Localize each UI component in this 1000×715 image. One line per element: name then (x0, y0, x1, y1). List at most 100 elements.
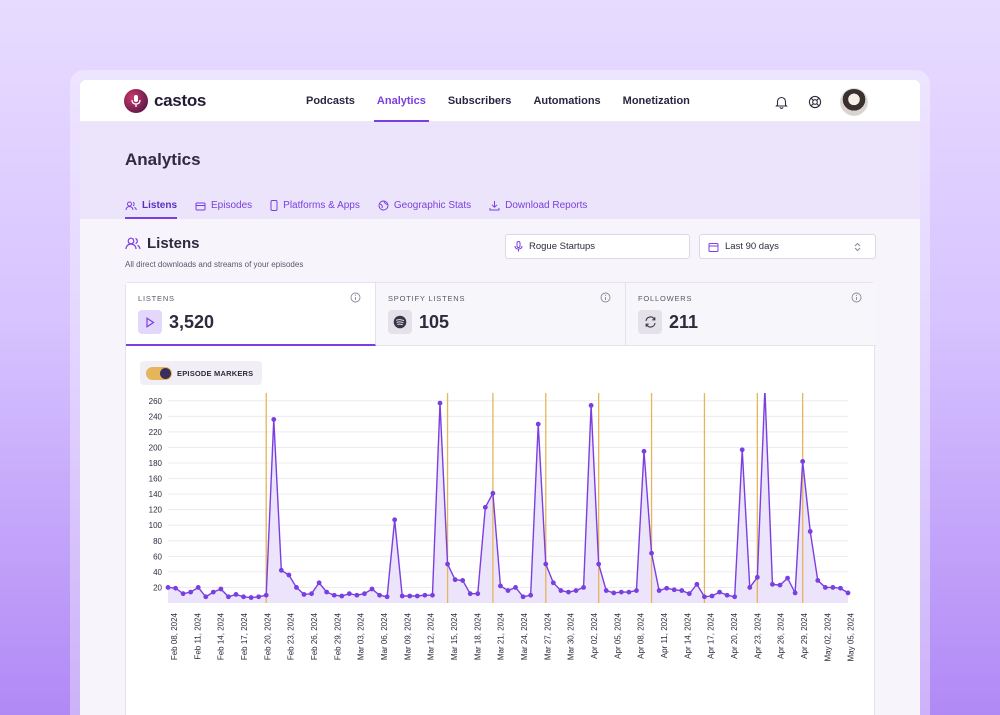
data-point (543, 561, 549, 567)
data-point (807, 529, 813, 534)
section-subtitle: All direct downloads and streams of your… (125, 260, 304, 269)
page-header: Analytics Listens Episodes Platforms & A… (80, 122, 920, 219)
spotify-icon (388, 310, 412, 334)
x-tick-label: Feb 23, 2024 (287, 612, 296, 660)
data-point (392, 517, 398, 523)
data-point (679, 588, 685, 593)
data-point (294, 585, 299, 590)
data-point (520, 594, 526, 600)
stat-label: LISTENS (138, 294, 175, 303)
data-point (634, 588, 639, 593)
tab-download-reports[interactable]: Download Reports (489, 192, 587, 219)
data-point (785, 575, 790, 581)
data-point (241, 594, 246, 600)
data-point (822, 585, 828, 590)
data-point (641, 448, 647, 454)
stat-listens[interactable]: LISTENS 3,520 (126, 283, 376, 346)
data-point (505, 588, 511, 593)
x-tick-label: Apr 08, 2024 (637, 612, 646, 658)
data-point (618, 589, 624, 595)
data-point (263, 592, 269, 598)
stat-label: FOLLOWERS (638, 294, 693, 303)
x-tick-label: Mar 09, 2024 (403, 612, 412, 660)
chevron-updown-icon (854, 242, 861, 252)
data-point (422, 592, 428, 598)
stat-value: 3,520 (169, 312, 215, 332)
tab-label: Listens (142, 200, 178, 211)
stat-followers[interactable]: FOLLOWERS 211 (626, 283, 876, 346)
data-point (460, 578, 466, 583)
x-tick-label: Mar 12, 2024 (427, 612, 436, 660)
phone-icon (270, 200, 278, 211)
data-point (656, 588, 662, 593)
data-point (777, 582, 783, 588)
y-tick-label: 20 (153, 583, 162, 592)
x-tick-label: Apr 02, 2024 (590, 612, 599, 658)
data-point (588, 403, 594, 408)
y-tick-label: 260 (149, 397, 163, 406)
nav-item-automations[interactable]: Automations (533, 95, 601, 107)
data-point (566, 589, 571, 595)
date-range-value: Last 90 days (725, 241, 779, 252)
play-icon (138, 310, 162, 334)
episode-markers-toggle[interactable]: EPISODE MARKERS (140, 361, 262, 385)
podcast-select[interactable]: Rogue Startups (505, 234, 690, 259)
x-tick-label: Mar 24, 2024 (520, 612, 529, 660)
data-point (256, 594, 262, 600)
help-icon[interactable] (806, 93, 824, 111)
users-icon (125, 201, 137, 210)
info-icon[interactable] (600, 292, 611, 303)
app-window: castos Podcasts Analytics Subscribers Au… (80, 80, 920, 715)
user-avatar[interactable] (840, 88, 868, 116)
data-point (649, 550, 654, 556)
tab-geographic[interactable]: Geographic Stats (378, 192, 471, 219)
x-tick-label: May 05, 2024 (847, 612, 856, 661)
data-point (324, 589, 330, 595)
tab-listens[interactable]: Listens (125, 192, 178, 219)
tab-label: Geographic Stats (393, 200, 472, 211)
toggle-switch[interactable] (146, 366, 172, 380)
data-point (414, 593, 420, 599)
nav-item-podcasts[interactable]: Podcasts (306, 95, 355, 107)
data-point (316, 580, 322, 586)
tab-episodes[interactable]: Episodes (195, 192, 252, 219)
y-tick-label: 40 (153, 568, 162, 577)
brand-logo[interactable]: castos (124, 88, 206, 114)
x-tick-label: Feb 11, 2024 (193, 612, 202, 659)
nav-item-subscribers[interactable]: Subscribers (447, 95, 512, 107)
y-tick-label: 60 (153, 552, 162, 561)
data-point (278, 567, 284, 573)
x-tick-label: Mar 27, 2024 (543, 612, 552, 660)
data-point (430, 592, 435, 598)
data-point (626, 589, 632, 595)
info-icon[interactable] (851, 292, 862, 303)
tab-label: Download Reports (505, 200, 588, 211)
data-point (581, 585, 586, 590)
tab-label: Episodes (211, 200, 253, 211)
calendar-icon (708, 242, 719, 252)
data-point (664, 585, 670, 591)
x-tick-label: Mar 15, 2024 (450, 612, 459, 660)
tab-platforms[interactable]: Platforms & Apps (270, 192, 360, 219)
x-tick-label: May 02, 2024 (823, 612, 832, 661)
date-range-select[interactable]: Last 90 days (699, 234, 876, 259)
x-tick-label: Apr 05, 2024 (613, 612, 622, 658)
data-point (709, 593, 715, 599)
analytics-tabs: Listens Episodes Platforms & Apps Geogra… (125, 192, 605, 219)
x-tick-label: Feb 29, 2024 (333, 612, 342, 660)
nav-item-monetization[interactable]: Monetization (622, 95, 690, 107)
x-tick-label: Feb 26, 2024 (310, 612, 319, 660)
bell-icon[interactable] (772, 93, 790, 111)
data-point (271, 417, 277, 422)
listens-card: LISTENS 3,520 SPOTIFY LISTENS 105 FOLLOW… (125, 282, 876, 715)
data-point (830, 585, 836, 590)
stat-label: SPOTIFY LISTENS (388, 294, 466, 303)
nav-item-analytics[interactable]: Analytics (373, 80, 429, 122)
data-point (747, 585, 753, 590)
info-icon[interactable] (350, 292, 361, 303)
section-title: Listens (147, 235, 200, 252)
stat-spotify-listens[interactable]: SPOTIFY LISTENS 105 (376, 283, 626, 346)
y-tick-label: 80 (153, 537, 162, 546)
data-point (739, 447, 745, 453)
data-point (377, 592, 382, 598)
